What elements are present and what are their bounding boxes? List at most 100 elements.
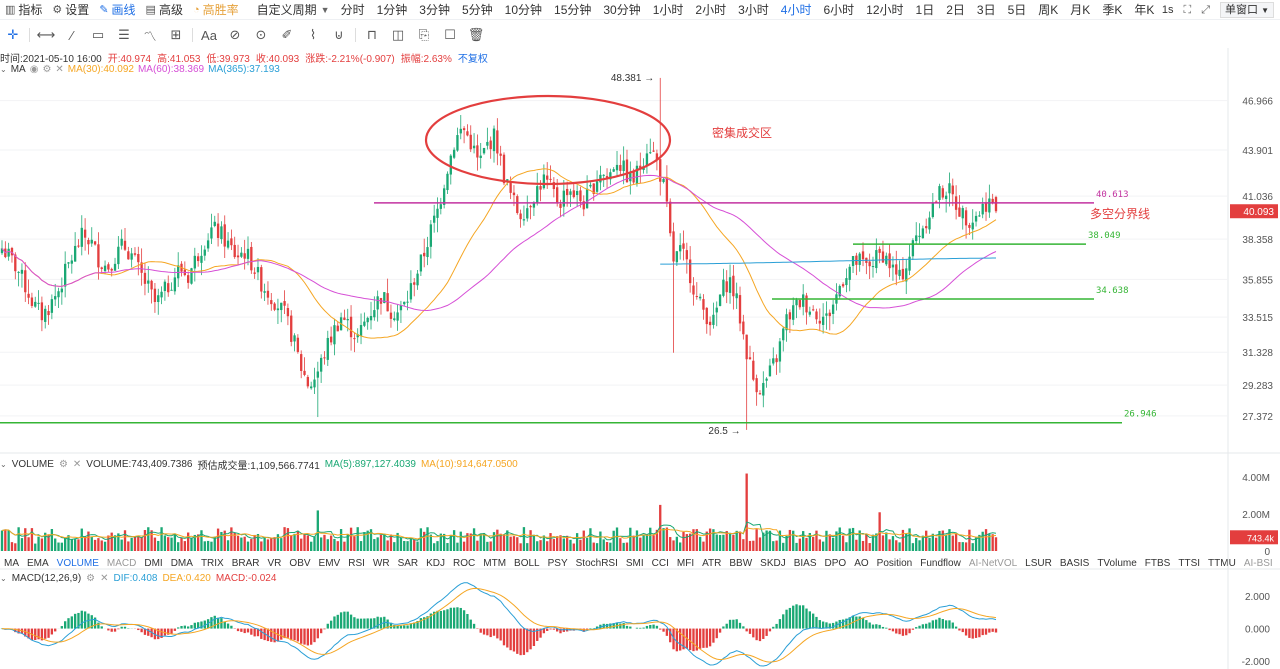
- indicator-tab-rsi[interactable]: RSI: [348, 557, 365, 569]
- period-7[interactable]: 1小时: [652, 3, 684, 17]
- indicator-tab-dpo[interactable]: DPO: [824, 557, 847, 569]
- indicator-tab-mfi[interactable]: MFI: [676, 557, 695, 569]
- indicator-tab-boll[interactable]: BOLL: [514, 557, 540, 569]
- price-range-icon[interactable]: ⊞: [170, 27, 182, 42]
- period-0[interactable]: 分时: [340, 3, 365, 17]
- period-9[interactable]: 3小时: [738, 3, 769, 17]
- indicator-tab-vr[interactable]: VR: [267, 557, 282, 569]
- indicator-tab-lsur[interactable]: LSUR: [1025, 557, 1052, 569]
- measure-icon[interactable]: ⌇: [309, 27, 317, 42]
- indicator-tab-bbw[interactable]: BBW: [729, 557, 753, 569]
- period-5[interactable]: 15分钟: [554, 3, 592, 17]
- settings-small-icon[interactable]: ⚙: [58, 459, 68, 470]
- indicator-tab-stochrsi[interactable]: StochRSI: [575, 557, 618, 569]
- draw-button[interactable]: ✎ 画线: [99, 3, 136, 17]
- indicator-tab-ma[interactable]: MA: [4, 557, 19, 569]
- period-20[interactable]: 年K: [1134, 3, 1155, 17]
- wave-icon[interactable]: 〽: [143, 28, 157, 44]
- fullscreen-icon[interactable]: ⛶: [1183, 3, 1192, 16]
- advanced-button[interactable]: ▤ 高级: [145, 3, 183, 17]
- macd-bar: [991, 628, 994, 632]
- indicator-tab-smi[interactable]: SMI: [625, 557, 644, 569]
- indicator-tab-atr[interactable]: ATR: [702, 557, 722, 569]
- close-icon[interactable]: ✕: [72, 459, 82, 470]
- indicator-tab-ttsi[interactable]: TTSI: [1178, 557, 1201, 569]
- indicator-tab-fundflow[interactable]: Fundflow: [920, 557, 961, 569]
- indicator-tab-ftbs[interactable]: FTBS: [1144, 557, 1171, 569]
- pattern-icon[interactable]: ⊙: [255, 27, 267, 42]
- period-6[interactable]: 30分钟: [603, 3, 641, 17]
- period-16[interactable]: 5日: [1007, 3, 1027, 17]
- indicator-tab-bias[interactable]: BIAS: [793, 557, 817, 569]
- winrate-button[interactable]: ◔ 高胜率: [192, 3, 239, 17]
- horizontal-line-icon[interactable]: ⟷: [36, 27, 56, 42]
- period-2[interactable]: 3分钟: [419, 3, 450, 17]
- indicator-tab-brar[interactable]: BRAR: [231, 557, 260, 569]
- visibility-icon[interactable]: ◫: [391, 27, 405, 42]
- indicator-tab-ttmu[interactable]: TTMU: [1208, 557, 1236, 569]
- expand-icon[interactable]: ⤢: [1201, 3, 1211, 16]
- indicator-tab-skdj[interactable]: SKDJ: [760, 557, 786, 569]
- settings-small-icon[interactable]: ⚙: [86, 573, 96, 584]
- indicator-tab-basis[interactable]: BASIS: [1059, 557, 1090, 569]
- indicator-tab-dma[interactable]: DMA: [170, 557, 193, 569]
- settings-button[interactable]: ⚙ 设置: [52, 3, 90, 17]
- close-icon[interactable]: ✕: [100, 573, 109, 584]
- period-14[interactable]: 2日: [946, 3, 965, 17]
- copy-icon[interactable]: ⎘: [418, 27, 430, 42]
- indicator-tab-ai-netvol[interactable]: AI-NetVOL: [968, 557, 1018, 569]
- interval-label[interactable]: 1s: [1161, 4, 1174, 16]
- custom-period-dropdown[interactable]: 自定义周期 ▼: [256, 3, 330, 17]
- indicator-tab-tvolume[interactable]: TVolume: [1097, 557, 1137, 569]
- indicator-tab-trix[interactable]: TRIX: [200, 557, 224, 569]
- fib-icon[interactable]: ⊘: [229, 27, 241, 42]
- indicator-tab-roc[interactable]: ROC: [453, 557, 476, 569]
- indicator-tab-macd[interactable]: MACD: [106, 557, 137, 569]
- brush-icon[interactable]: ✐: [281, 27, 293, 42]
- period-19[interactable]: 季K: [1102, 3, 1123, 17]
- period-11[interactable]: 6小时: [823, 3, 855, 17]
- trash-icon[interactable]: 🗑: [467, 27, 485, 42]
- period-8[interactable]: 2小时: [695, 3, 727, 17]
- indicator-tab-dmi[interactable]: DMI: [144, 557, 163, 569]
- window-select[interactable]: 单窗口 ▼: [1220, 2, 1274, 18]
- settings-small-icon[interactable]: ⚙: [42, 64, 52, 75]
- indicator-tab-cci[interactable]: CCI: [651, 557, 669, 569]
- indicator-tab-wr[interactable]: WR: [372, 557, 390, 569]
- period-10[interactable]: 4小时: [780, 3, 812, 17]
- period-18[interactable]: 月K: [1070, 3, 1091, 17]
- rectangle-icon[interactable]: ▭: [91, 27, 105, 42]
- indicator-tab-volume[interactable]: VOLUME: [56, 557, 99, 569]
- lock-icon[interactable]: ⊓: [366, 27, 378, 42]
- chevron-down-icon[interactable]: ⌄: [0, 574, 7, 583]
- period-4[interactable]: 10分钟: [504, 3, 543, 17]
- period-17[interactable]: 周K: [1038, 3, 1059, 17]
- eye-icon[interactable]: ◉: [29, 64, 39, 75]
- close-icon[interactable]: ✕: [55, 64, 64, 75]
- parallel-channel-icon[interactable]: ☰: [118, 27, 130, 42]
- indicator-tab-ao[interactable]: AO: [854, 557, 869, 569]
- period-13[interactable]: 1日: [915, 3, 935, 17]
- indicator-tab-psy[interactable]: PSY: [547, 557, 568, 569]
- note-icon[interactable]: ☐: [444, 27, 456, 42]
- period-1[interactable]: 1分钟: [376, 3, 408, 17]
- period-3[interactable]: 5分钟: [461, 3, 493, 17]
- crosshair-icon[interactable]: ✛: [7, 27, 19, 42]
- indicator-tab-sar[interactable]: SAR: [397, 557, 419, 569]
- indicator-tab-ema[interactable]: EMA: [27, 557, 49, 569]
- chevron-down-icon[interactable]: ⌄: [0, 460, 7, 469]
- indicator-tab-emv[interactable]: EMV: [318, 557, 341, 569]
- indicator-tab-ai-bsi[interactable]: AI-BSI: [1243, 557, 1273, 569]
- magnet-icon[interactable]: ⊍: [334, 27, 344, 42]
- info-adjust[interactable]: 不复权: [457, 54, 488, 65]
- indicator-tab-position[interactable]: Position: [876, 557, 913, 569]
- period-12[interactable]: 12小时: [866, 3, 904, 17]
- indicator-tab-obv[interactable]: OBV: [289, 557, 311, 569]
- period-15[interactable]: 3日: [976, 3, 996, 17]
- indicator-button[interactable]: ▥ 指标: [5, 3, 43, 17]
- chevron-down-icon[interactable]: ⌄: [0, 65, 7, 74]
- indicator-tab-kdj[interactable]: KDJ: [426, 557, 446, 569]
- trend-line-icon[interactable]: ⁄: [70, 27, 74, 43]
- text-icon[interactable]: Aa: [201, 27, 217, 43]
- indicator-tab-mtm[interactable]: MTM: [483, 557, 507, 569]
